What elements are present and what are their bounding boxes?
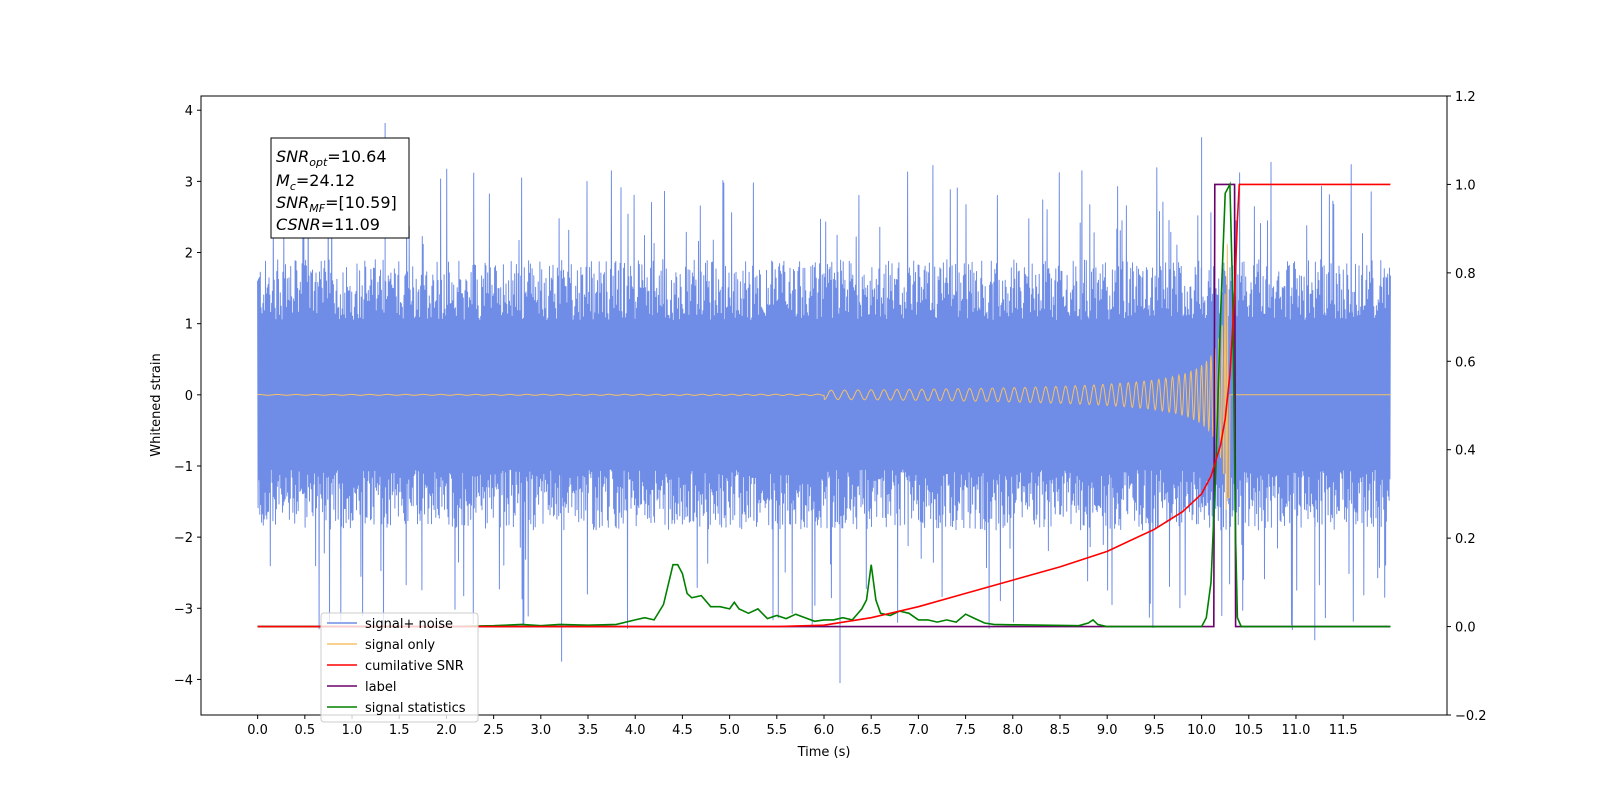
series-signal-only bbox=[257, 244, 1391, 510]
info-snr-opt: SNRopt=10.64 bbox=[276, 147, 387, 169]
x-tick-label: 3.0 bbox=[530, 723, 551, 738]
x-tick-label: 6.5 bbox=[861, 723, 882, 738]
info-mc: Mc=24.12 bbox=[276, 171, 355, 193]
x-tick-label: 0.0 bbox=[247, 723, 268, 738]
x-tick-label: 7.5 bbox=[955, 723, 976, 738]
legend-item-signal-only: signal only bbox=[327, 638, 435, 653]
info-box-frame bbox=[270, 137, 410, 239]
legend-label-signal-only: signal only bbox=[365, 638, 435, 653]
legend-item-label: label bbox=[327, 680, 396, 695]
y-tick-label: 1 bbox=[185, 318, 193, 333]
y2-tick-label: 0.0 bbox=[1455, 621, 1476, 636]
x-tick-label: 3.5 bbox=[578, 723, 599, 738]
y-axis-ticks: −4 −3 −2 −1 0 1 2 3 4 bbox=[174, 104, 201, 688]
x-tick-label: 0.5 bbox=[294, 723, 315, 738]
x-tick-label: 10.5 bbox=[1234, 723, 1263, 738]
legend-item-signal-noise: signal+ noise bbox=[327, 617, 453, 632]
legend-item-signal-statistics: signal statistics bbox=[327, 701, 466, 716]
y2-tick-label: 0.6 bbox=[1455, 355, 1476, 370]
x-tick-label: 8.0 bbox=[1002, 723, 1023, 738]
y2-tick-label: 1.2 bbox=[1455, 90, 1476, 105]
legend-frame bbox=[320, 612, 479, 723]
x-tick-label: 7.0 bbox=[908, 723, 929, 738]
y2-tick-label: 1.0 bbox=[1455, 178, 1476, 193]
x-tick-label: 9.5 bbox=[1144, 723, 1165, 738]
x-tick-label: 9.0 bbox=[1097, 723, 1118, 738]
x-tick-label: 5.5 bbox=[766, 723, 787, 738]
x-tick-label: 4.5 bbox=[672, 723, 693, 738]
info-csnr: CSNR=11.09 bbox=[276, 215, 380, 234]
y-axis-label: Whitened strain bbox=[149, 353, 164, 456]
y2-axis-ticks: −0.2 0.0 0.2 0.4 0.6 0.8 1.0 1.2 bbox=[1447, 90, 1487, 724]
info-box: SNRopt=10.64 Mc=24.12 SNRMF=[10.59] CSNR… bbox=[270, 137, 410, 239]
x-axis-label: Time (s) bbox=[797, 745, 851, 760]
info-snr-mf: SNRMF=[10.59] bbox=[276, 193, 397, 215]
series-cumilative-snr bbox=[257, 183, 1391, 628]
legend-label-signal-statistics: signal statistics bbox=[365, 701, 466, 716]
y2-tick-label: 0.8 bbox=[1455, 267, 1476, 282]
legend-label-cumilative-snr: cumilative SNR bbox=[365, 659, 464, 674]
x-axis-ticks: 0.0 0.5 1.0 1.5 2.0 2.5 3.0 3.5 4.0 4.5 5.0 5.5 6.0 6… bbox=[247, 715, 1358, 738]
x-tick-label: 1.5 bbox=[389, 723, 410, 738]
y-tick-label: 2 bbox=[185, 247, 193, 262]
y-tick-label: 3 bbox=[185, 175, 193, 190]
y-tick-label: 4 bbox=[185, 104, 193, 119]
x-tick-label: 6.0 bbox=[814, 723, 835, 738]
series-signal-noise bbox=[257, 123, 1391, 683]
x-tick-label: 2.5 bbox=[483, 723, 504, 738]
y2-tick-label: −0.2 bbox=[1455, 709, 1487, 724]
legend-item-cumilative-snr: cumilative SNR bbox=[327, 659, 464, 674]
x-tick-label: 1.0 bbox=[342, 723, 363, 738]
y-tick-label: −3 bbox=[174, 602, 193, 617]
x-tick-label: 11.5 bbox=[1329, 723, 1358, 738]
y-tick-label: −4 bbox=[174, 673, 193, 688]
y-tick-label: 0 bbox=[185, 389, 193, 404]
x-tick-label: 5.0 bbox=[719, 723, 740, 738]
legend-label-signal-noise: signal+ noise bbox=[365, 617, 453, 632]
x-tick-label: 8.5 bbox=[1050, 723, 1071, 738]
x-tick-label: 2.0 bbox=[436, 723, 457, 738]
legend-label-label: label bbox=[365, 680, 396, 695]
x-tick-label: 11.0 bbox=[1281, 723, 1310, 738]
y-tick-label: −2 bbox=[174, 531, 193, 546]
x-tick-label: 4.0 bbox=[625, 723, 646, 738]
y2-tick-label: 0.2 bbox=[1455, 532, 1476, 547]
data-layer bbox=[257, 123, 1391, 683]
legend: signal+ noise signal only cumilative SNR… bbox=[320, 612, 479, 723]
y2-tick-label: 0.4 bbox=[1455, 444, 1476, 459]
x-tick-label: 10.0 bbox=[1187, 723, 1216, 738]
y-tick-label: −1 bbox=[174, 460, 193, 475]
